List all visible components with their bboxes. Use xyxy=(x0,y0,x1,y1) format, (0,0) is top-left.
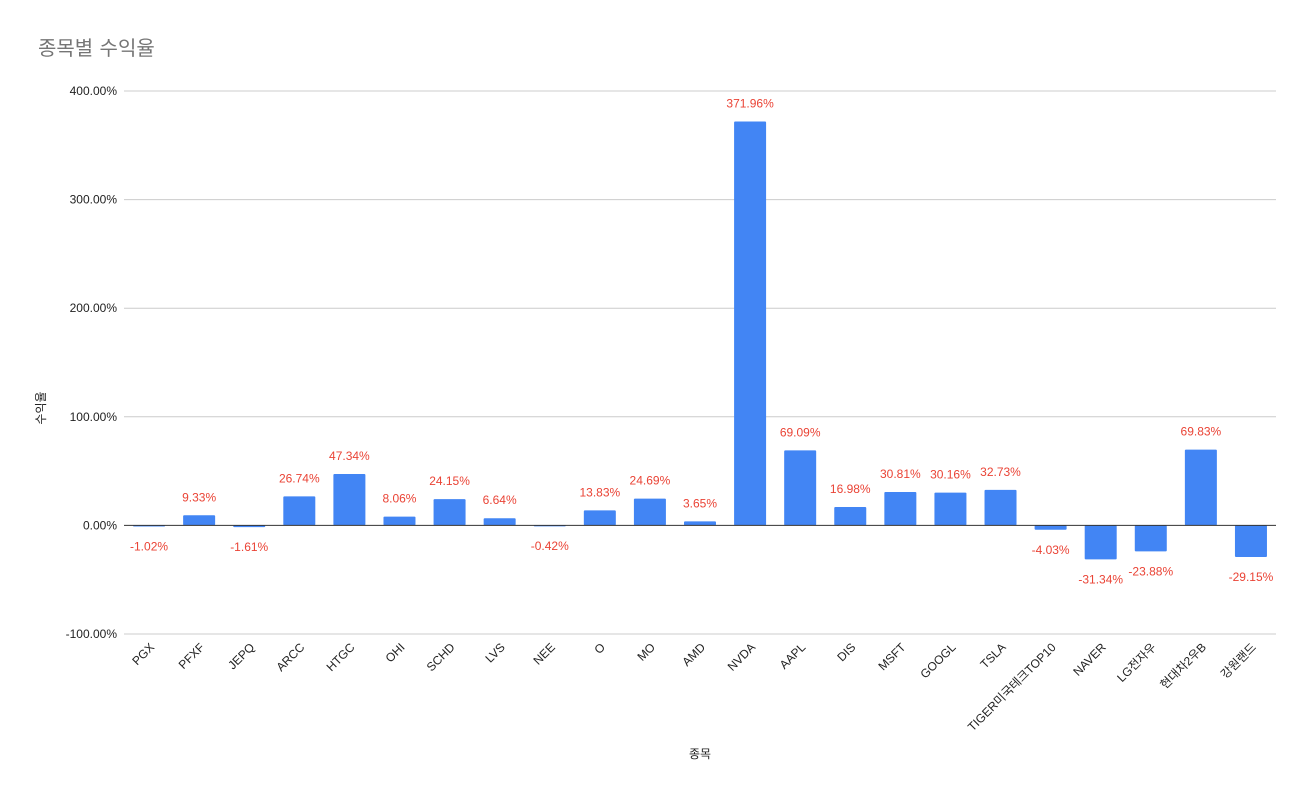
bar xyxy=(383,516,416,526)
y-tick-label: 0.00% xyxy=(83,518,117,532)
data-label: 13.83% xyxy=(579,485,620,499)
data-label: 9.33% xyxy=(182,490,216,504)
x-tick-label: 현대차2우B xyxy=(1157,640,1209,692)
data-label: 47.34% xyxy=(329,449,370,463)
data-label: -0.42% xyxy=(531,539,569,553)
data-label: -1.61% xyxy=(230,540,268,554)
bar xyxy=(884,491,917,526)
y-tick-label: 200.00% xyxy=(70,301,118,315)
data-label: 24.15% xyxy=(429,474,470,488)
data-label: -31.34% xyxy=(1078,572,1123,586)
x-tick-label: NVDA xyxy=(725,640,758,673)
x-tick-label: ARCC xyxy=(273,640,307,674)
x-tick-label: GOOGL xyxy=(918,640,959,681)
y-axis-title: 수익율 xyxy=(34,391,48,424)
y-tick-label: -100.00% xyxy=(66,627,118,641)
chart-title: 종목별 수익율 xyxy=(38,36,155,60)
data-label: 6.64% xyxy=(483,493,517,507)
bar xyxy=(1084,525,1117,560)
x-tick-label: LVS xyxy=(482,640,507,665)
bar xyxy=(934,492,967,526)
x-tick-label: AAPL xyxy=(777,640,809,672)
x-tick-label: O xyxy=(591,640,608,657)
bar xyxy=(734,121,767,526)
bar xyxy=(333,473,366,526)
y-tick-label: 300.00% xyxy=(70,193,118,207)
data-label: 3.65% xyxy=(683,496,717,510)
bar xyxy=(1184,449,1217,526)
bar xyxy=(633,498,666,526)
y-tick-label: 400.00% xyxy=(70,84,118,98)
bar xyxy=(1234,525,1267,558)
data-label: 24.69% xyxy=(630,474,671,488)
data-label: 8.06% xyxy=(382,492,416,506)
x-tick-label: OHI xyxy=(383,640,408,665)
bar xyxy=(834,506,867,526)
data-label: 26.74% xyxy=(279,471,320,485)
data-label: -23.88% xyxy=(1128,564,1173,578)
x-tick-label: PGX xyxy=(129,640,157,668)
x-tick-label: HTGC xyxy=(324,640,358,674)
bar xyxy=(483,518,516,526)
bar xyxy=(684,521,716,526)
bar xyxy=(1034,525,1067,530)
bar xyxy=(784,450,817,526)
data-label: 30.16% xyxy=(930,468,971,482)
x-tick-label: MSFT xyxy=(875,640,908,673)
x-tick-label: TSLA xyxy=(978,640,1009,671)
x-tick-label: AMD xyxy=(679,640,708,669)
data-label: -1.02% xyxy=(130,540,168,554)
x-axis-title: 종목 xyxy=(689,747,711,761)
x-tick-label: TIGER미국테크TOP10 xyxy=(965,640,1059,734)
data-label: 371.96% xyxy=(726,96,774,110)
x-tick-label: PFXF xyxy=(176,640,208,672)
data-label: -4.03% xyxy=(1032,543,1070,557)
bar xyxy=(183,515,216,526)
data-label: 69.83% xyxy=(1181,425,1222,439)
data-label: -29.15% xyxy=(1229,570,1274,584)
bar xyxy=(984,489,1017,526)
bar xyxy=(583,510,616,526)
x-tick-label: DIS xyxy=(834,640,858,664)
x-tick-label: SCHD xyxy=(424,640,458,674)
bar xyxy=(1134,525,1167,552)
bar xyxy=(433,499,466,526)
data-label: 69.09% xyxy=(780,425,821,439)
bar xyxy=(283,496,316,526)
y-tick-label: 100.00% xyxy=(70,410,118,424)
x-tick-label: 강원랜드 xyxy=(1218,640,1259,681)
data-label: 32.73% xyxy=(980,465,1021,479)
x-tick-label: NAVER xyxy=(1070,640,1109,679)
x-tick-label: MO xyxy=(634,640,658,664)
data-label: 30.81% xyxy=(880,467,921,481)
data-label: 16.98% xyxy=(830,482,871,496)
x-tick-label: LG전자우 xyxy=(1114,640,1159,685)
x-tick-label: NEE xyxy=(531,640,558,667)
x-tick-label: JEPQ xyxy=(225,640,257,672)
